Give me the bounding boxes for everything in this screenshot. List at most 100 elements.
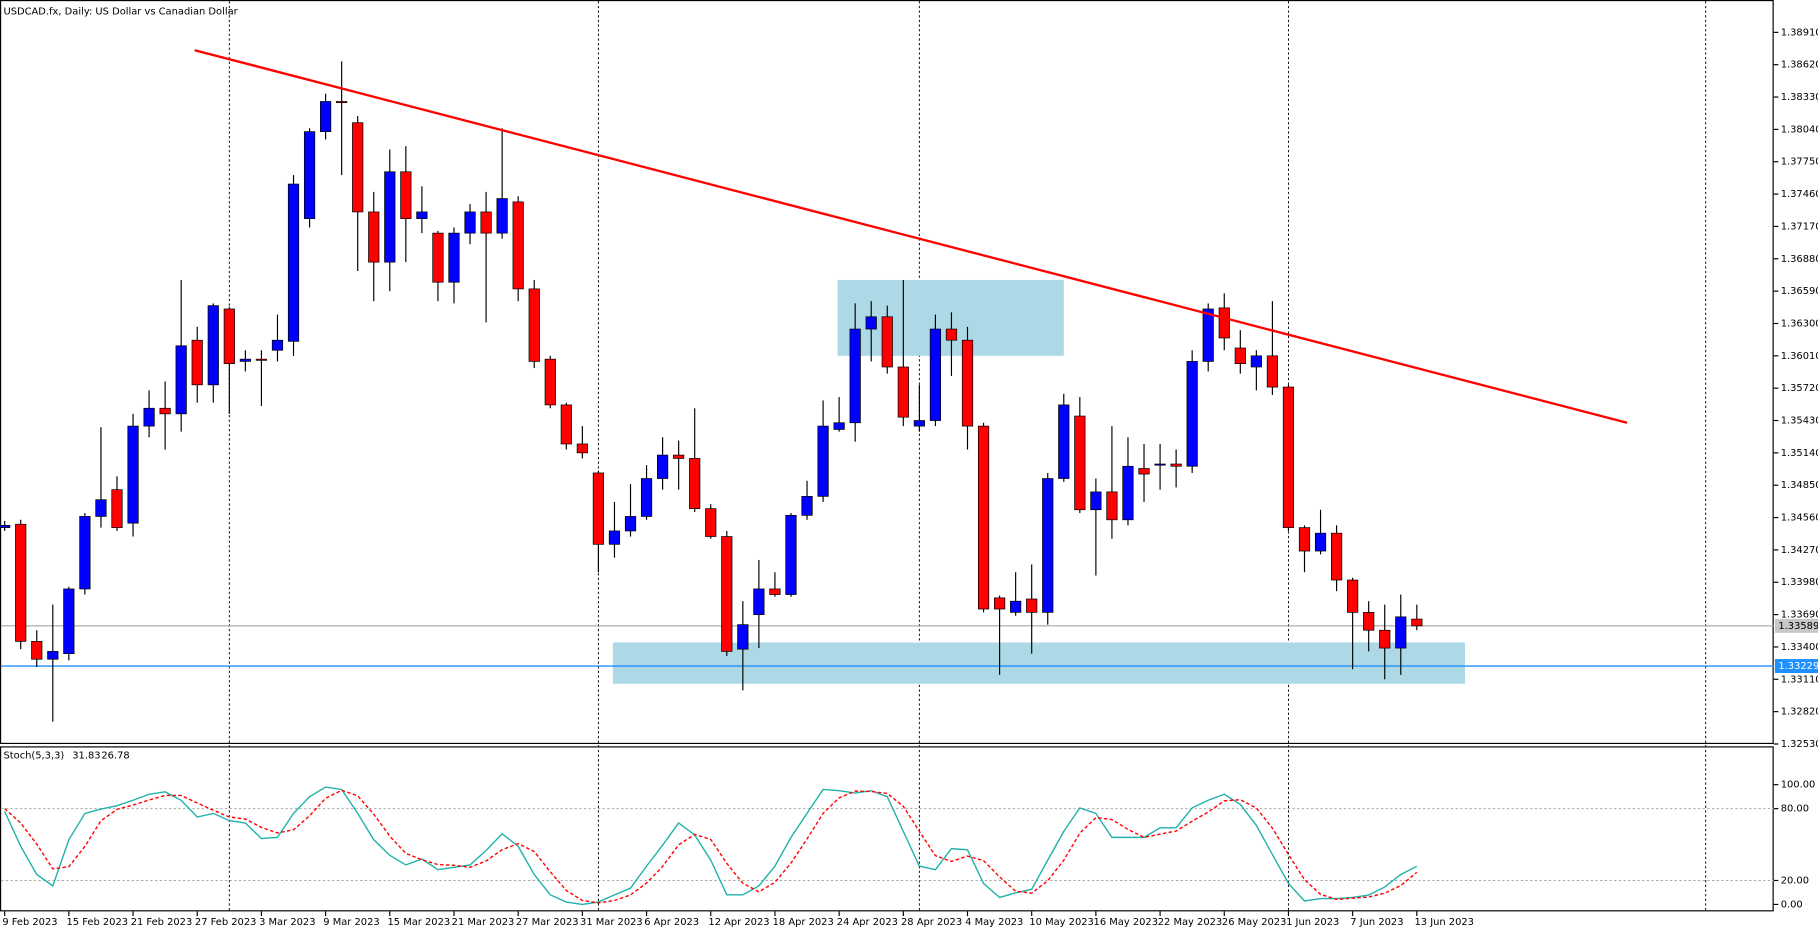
candle-body xyxy=(673,454,685,459)
candle-body xyxy=(47,651,59,660)
stoch-line xyxy=(4,786,1418,906)
candle-body xyxy=(785,514,797,595)
candle-body xyxy=(31,641,43,660)
candle-body xyxy=(1074,415,1086,511)
candle-body xyxy=(512,201,524,290)
candle-body xyxy=(592,472,605,545)
candle-body xyxy=(1138,468,1150,475)
candle-body xyxy=(1330,532,1343,581)
y-tick-label: 1.38620 xyxy=(1781,60,1818,71)
candle-body xyxy=(368,211,380,263)
candle-body xyxy=(63,588,75,654)
candle-body xyxy=(608,530,621,545)
candle-body xyxy=(111,489,123,528)
candle-body xyxy=(1218,307,1230,339)
candle-body xyxy=(961,339,974,427)
candle-body xyxy=(175,345,187,415)
candle-body xyxy=(79,516,91,590)
candle-body xyxy=(320,101,332,132)
y-tick-label: 1.37750 xyxy=(1781,157,1818,168)
y-tick-label: 1.33400 xyxy=(1781,642,1818,653)
hline-badge xyxy=(1774,659,1818,674)
y-tick-label: 80.00 xyxy=(1781,804,1809,815)
x-tick-label: 15 Feb 2023 xyxy=(67,917,129,928)
candle-body xyxy=(0,525,11,528)
candle-body xyxy=(1170,463,1182,467)
x-tick-label: 26 May 2023 xyxy=(1222,917,1286,928)
stoch-main-value: 31.83 xyxy=(72,751,100,762)
candle-body xyxy=(1202,308,1214,362)
candle-body xyxy=(352,122,364,213)
x-tick-label: 22 May 2023 xyxy=(1158,917,1222,928)
candle-body xyxy=(897,366,909,418)
candle-body xyxy=(239,358,251,362)
candle-body xyxy=(769,588,781,595)
candle-body xyxy=(496,198,508,234)
y-tick-label: 1.33980 xyxy=(1781,577,1818,588)
x-tick-label: 18 Apr 2023 xyxy=(773,917,834,928)
candle-body xyxy=(1314,532,1327,552)
x-tick-label: 31 Mar 2023 xyxy=(580,917,643,928)
candle-body xyxy=(464,211,476,234)
candle-body xyxy=(143,407,155,427)
candle-body xyxy=(15,523,27,642)
candle-body xyxy=(1106,491,1118,521)
x-tick-label: 10 May 2023 xyxy=(1029,917,1093,928)
y-tick-label: 1.32530 xyxy=(1781,739,1818,750)
x-tick-label: 28 Apr 2023 xyxy=(901,917,962,928)
candle-body xyxy=(223,308,235,364)
candle-body xyxy=(849,328,861,424)
y-tick-label: 1.36590 xyxy=(1781,286,1818,297)
y-tick-label: 1.35140 xyxy=(1781,448,1818,459)
candle-body xyxy=(833,422,845,430)
x-tick-label: 24 Apr 2023 xyxy=(837,917,898,928)
current-price-label: 1.33589 xyxy=(1778,621,1818,632)
candle-body xyxy=(929,328,942,421)
y-tick-label: 1.36300 xyxy=(1781,318,1818,329)
candle-body xyxy=(1250,355,1262,368)
candle-body xyxy=(994,597,1006,610)
current-price-badge xyxy=(1774,618,1818,633)
zone xyxy=(612,642,1465,684)
y-tick-label: 20.00 xyxy=(1781,875,1809,886)
candle-body xyxy=(1058,404,1070,479)
x-tick-label: 27 Feb 2023 xyxy=(195,917,257,928)
candle-body xyxy=(95,499,107,517)
x-tick-label: 27 Mar 2023 xyxy=(516,917,579,928)
candle-body xyxy=(881,316,893,368)
candle-body xyxy=(753,588,765,615)
candle-body xyxy=(657,454,669,479)
candle-body xyxy=(448,232,460,283)
candle-body xyxy=(640,478,653,517)
candle-body xyxy=(384,171,396,263)
candle-body xyxy=(1090,491,1102,511)
x-tick-label: 4 May 2023 xyxy=(965,917,1023,928)
y-tick-label: 1.33690 xyxy=(1781,610,1818,621)
candle-body xyxy=(705,508,717,537)
candle-body xyxy=(865,316,877,330)
candle-body xyxy=(207,305,219,386)
candle-body xyxy=(624,516,637,532)
candle-body xyxy=(416,211,428,219)
x-tick-label: 16 May 2023 xyxy=(1094,917,1158,928)
candle-body xyxy=(1379,629,1391,649)
candle-body xyxy=(817,425,829,497)
x-tick-label: 21 Mar 2023 xyxy=(452,917,515,928)
y-tick-label: 100.00 xyxy=(1781,780,1816,791)
y-tick-label: 1.34270 xyxy=(1781,545,1818,556)
y-tick-label: 1.33110 xyxy=(1781,674,1818,685)
y-tick-label: 1.35430 xyxy=(1781,416,1818,427)
y-tick-label: 1.38040 xyxy=(1781,124,1818,135)
candle-body xyxy=(801,496,813,516)
y-tick-label: 0.00 xyxy=(1781,899,1803,910)
candle-body xyxy=(1122,465,1134,521)
candle-body xyxy=(560,404,572,445)
x-tick-label: 3 Mar 2023 xyxy=(259,917,315,928)
candle-body xyxy=(287,183,300,342)
candle-body xyxy=(1266,355,1278,388)
candle-body xyxy=(576,443,588,454)
trendline xyxy=(194,49,1628,424)
stoch-signal-value: 26.78 xyxy=(101,751,129,762)
